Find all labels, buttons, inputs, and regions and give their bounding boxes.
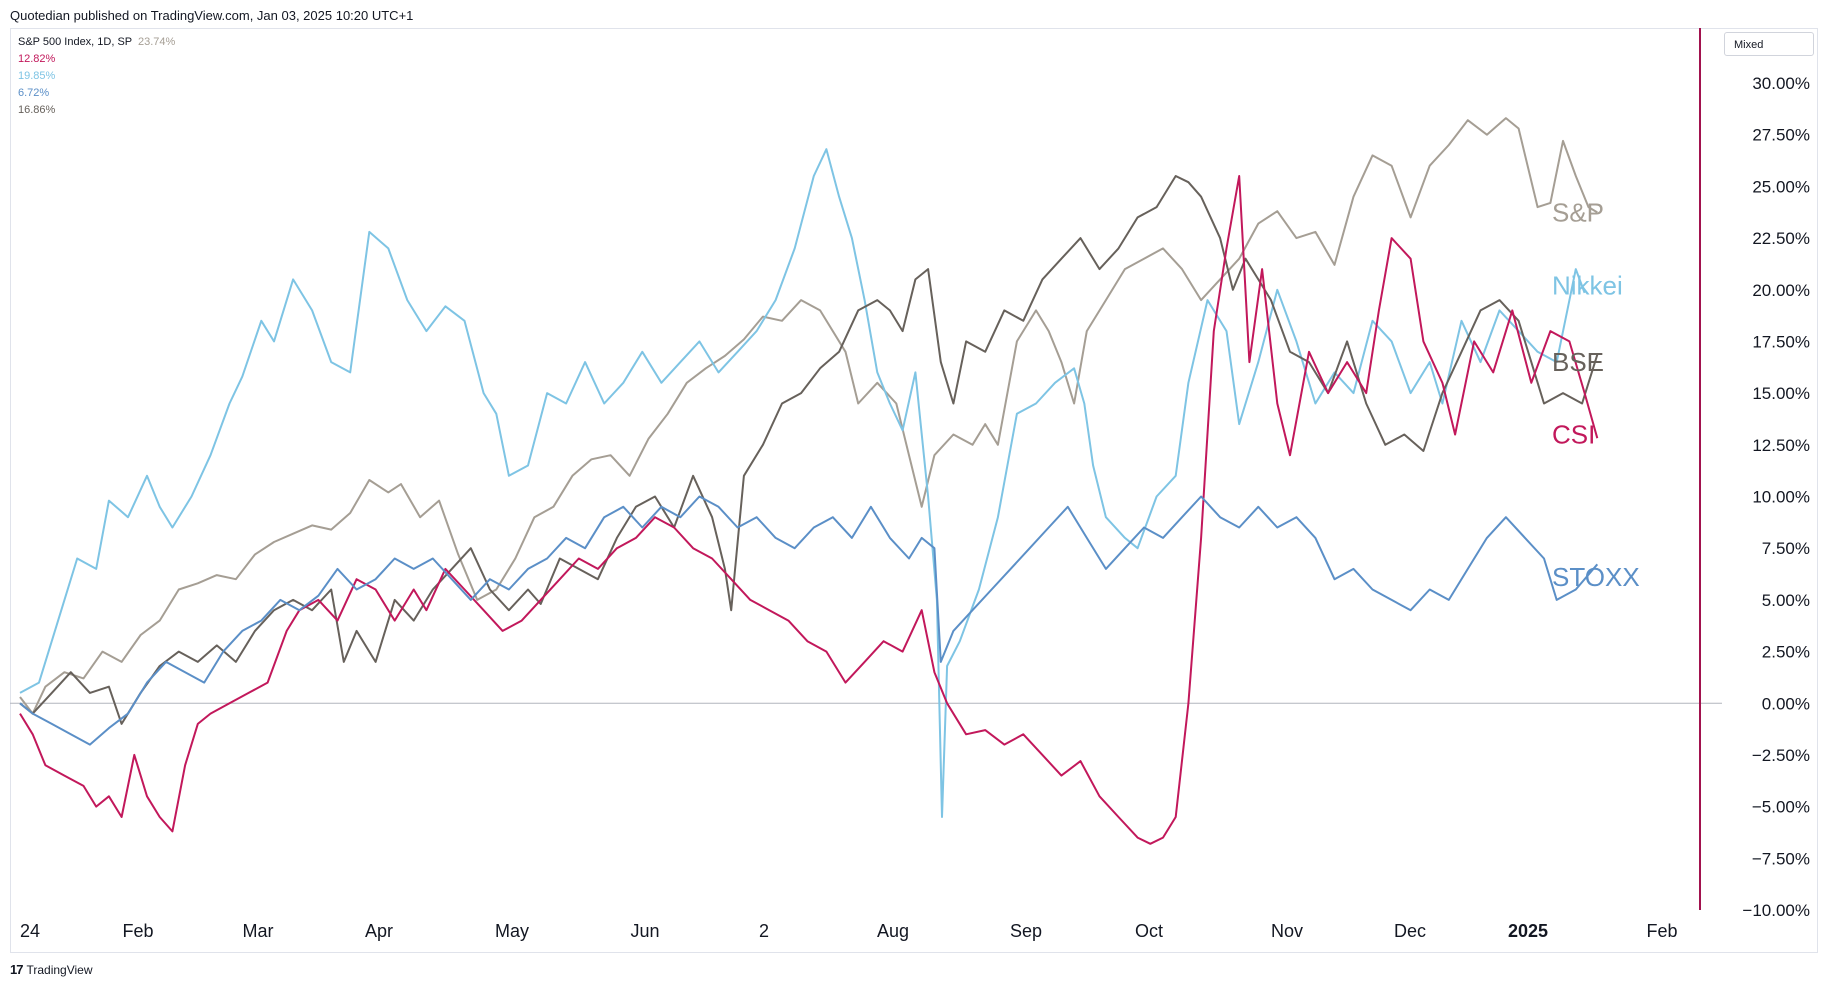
brand-name[interactable]: TradingView xyxy=(26,962,93,977)
tradingview-logo-icon[interactable]: 17 xyxy=(10,962,24,977)
chart-frame xyxy=(10,28,1818,953)
x-tick-label: Nov xyxy=(1271,921,1303,941)
y-tick-label: −5.00% xyxy=(1752,798,1810,817)
x-tick-label: 24 xyxy=(20,921,40,941)
x-tick-label: Mar xyxy=(243,921,274,941)
y-tick-label: 17.50% xyxy=(1752,332,1810,351)
x-tick-label: Apr xyxy=(365,921,393,941)
end-label-nikkei: Nikkei xyxy=(1552,271,1623,301)
y-tick-label: 25.00% xyxy=(1752,177,1810,196)
x-tick-label: Aug xyxy=(877,921,909,941)
y-tick-label: −2.50% xyxy=(1752,746,1810,765)
x-tick-label: Feb xyxy=(122,921,153,941)
y-tick-label: 30.00% xyxy=(1752,74,1810,93)
footer: 17 TradingView xyxy=(10,962,93,977)
y-tick-label: 20.00% xyxy=(1752,281,1810,300)
series-line-csi xyxy=(19,175,1599,845)
series-line-stoxx xyxy=(19,495,1599,746)
y-tick-label: 0.00% xyxy=(1762,694,1810,713)
y-tick-label: 15.00% xyxy=(1752,384,1810,403)
legend-value-3: 6.72% xyxy=(18,87,50,99)
y-tick-label: 5.00% xyxy=(1762,591,1810,610)
x-tick-label: Sep xyxy=(1010,921,1042,941)
y-tick-label: −7.50% xyxy=(1752,849,1810,868)
end-label-bse: BSE xyxy=(1552,347,1604,377)
y-tick-label: 10.00% xyxy=(1752,488,1810,507)
y-tick-label: −10.00% xyxy=(1742,901,1810,920)
x-tick-label: May xyxy=(495,921,529,941)
x-tick-label: Oct xyxy=(1135,921,1163,941)
x-tick-label: Jun xyxy=(630,921,659,941)
x-tick-label: 2 xyxy=(759,921,769,941)
y-tick-label: 12.50% xyxy=(1752,436,1810,455)
scale-mode-selector[interactable]: Mixed xyxy=(1724,32,1814,56)
end-label-sp: S&P xyxy=(1552,197,1604,227)
end-label-stoxx: STOXX xyxy=(1552,562,1640,592)
legend-value-1: 12.82% xyxy=(18,53,56,65)
series-line-sp xyxy=(19,117,1598,715)
x-tick-label: Feb xyxy=(1646,921,1677,941)
legend-title-row: S&P 500 Index, 1D, SP 23.74% xyxy=(18,34,175,51)
published-header: Quotedian published on TradingView.com, … xyxy=(10,8,414,23)
legend-value-4: 16.86% xyxy=(18,104,56,116)
symbol-title[interactable]: S&P 500 Index, 1D, SP xyxy=(18,36,132,48)
y-tick-label: 22.50% xyxy=(1752,229,1810,248)
legend-value-0: 23.74% xyxy=(138,36,176,48)
legend: S&P 500 Index, 1D, SP 23.74% 12.82% 19.8… xyxy=(18,34,175,119)
series-line-nikkei xyxy=(19,148,1586,818)
legend-value-2: 19.85% xyxy=(18,70,56,82)
y-tick-label: 27.50% xyxy=(1752,126,1810,145)
end-label-csi: CSI xyxy=(1552,419,1595,449)
x-tick-label: 2025 xyxy=(1508,921,1548,941)
y-tick-label: 2.50% xyxy=(1762,643,1810,662)
y-tick-label: 7.50% xyxy=(1762,539,1810,558)
x-tick-label: Dec xyxy=(1394,921,1426,941)
